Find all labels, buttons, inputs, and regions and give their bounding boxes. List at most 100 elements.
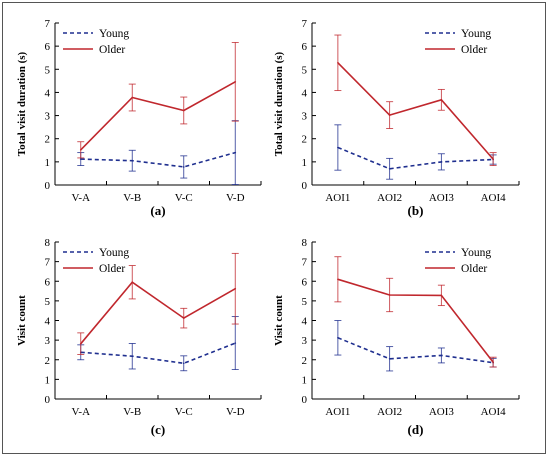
legend-label-older: Older	[461, 263, 487, 275]
data-point	[337, 336, 339, 339]
y-tick-label: 7	[45, 257, 51, 269]
y-axis-label: Visit count	[16, 295, 28, 346]
y-tick-label: 0	[45, 180, 51, 192]
data-point	[131, 281, 134, 284]
chart-panel-4: 0 1 2 3 4 5 6 7 8 AOI1 AOI2 AOI3 AOI4 Visit count (d) Y…	[273, 237, 520, 437]
data-point	[234, 342, 237, 344]
data-point	[440, 161, 443, 163]
y-axis-label: Visit count	[273, 295, 285, 346]
data-point	[440, 99, 443, 101]
x-tick-label: V-C	[175, 406, 193, 418]
y-tick-label: 6	[302, 276, 308, 288]
y-tick-label: 8	[302, 237, 308, 249]
y-tick-label: 1	[302, 374, 308, 386]
series-line-young	[80, 342, 236, 365]
chart-panel-1: 0 1 2 3 4 5 6 7 V-A V-B V-C V-D Total visit duration…	[16, 18, 262, 218]
legend-label-young: Young	[99, 247, 129, 259]
y-tick-label: 5	[302, 64, 308, 76]
series-line-older	[80, 281, 236, 345]
x-tick-label: AOI4	[481, 192, 507, 204]
y-tick-label: 0	[302, 180, 308, 192]
y-tick-label: 0	[302, 394, 308, 406]
legend-label-older: Older	[99, 44, 125, 56]
data-point	[388, 294, 391, 296]
data-point	[337, 278, 339, 281]
legend-label-young: Young	[461, 247, 491, 259]
y-tick-label: 4	[45, 87, 51, 99]
data-point	[131, 159, 134, 162]
y-tick-label: 3	[45, 111, 51, 123]
data-point	[79, 149, 82, 151]
data-point	[182, 317, 185, 319]
y-tick-label: 2	[302, 134, 308, 146]
y-tick-label: 4	[302, 87, 308, 99]
series-line-older	[337, 278, 494, 363]
data-point	[440, 294, 443, 297]
data-point	[79, 158, 82, 160]
data-point	[234, 287, 237, 290]
legend-label-young: Young	[99, 28, 129, 40]
x-tick-label: AOI3	[429, 192, 455, 204]
y-tick-label: 4	[45, 316, 51, 328]
y-tick-label: 7	[302, 257, 308, 269]
y-tick-label: 3	[302, 111, 308, 123]
x-tick-label: V-A	[71, 406, 90, 418]
x-tick-label: V-A	[71, 192, 90, 204]
y-tick-label: 8	[45, 237, 51, 249]
y-tick-label: 0	[45, 394, 51, 406]
y-tick-label: 2	[302, 355, 308, 367]
y-axis-label: Total visit duration (s)	[273, 51, 285, 156]
y-tick-label: 5	[45, 64, 51, 76]
x-tick-label: AOI1	[325, 406, 350, 418]
data-point	[79, 342, 82, 345]
x-tick-label: V-B	[123, 406, 141, 418]
chart-panel-3: 0 1 2 3 4 5 6 7 8 V-A V-B V-C V-D Visit count (c) Young…	[16, 237, 262, 437]
data-point	[234, 80, 237, 83]
panel-label: (b)	[408, 203, 424, 218]
data-point	[388, 168, 391, 170]
x-tick-label: V-B	[123, 192, 141, 204]
y-axis-label: Total visit duration (s)	[16, 51, 28, 156]
x-tick-label: AOI2	[377, 192, 402, 204]
x-tick-label: AOI1	[325, 192, 350, 204]
series-line-young	[337, 146, 494, 170]
data-point	[182, 109, 185, 112]
x-tick-label: AOI3	[429, 406, 455, 418]
series-line-older	[337, 62, 494, 160]
data-point	[440, 354, 443, 357]
x-tick-label: V-D	[226, 192, 245, 204]
data-point	[337, 62, 339, 64]
y-tick-label: 3	[302, 335, 308, 347]
figure-svg: 0 1 2 3 4 5 6 7 V-A V-B V-C V-D Total visit duration…	[16, 18, 520, 437]
data-point	[388, 114, 391, 116]
legend-label-older: Older	[461, 44, 487, 56]
y-tick-label: 1	[45, 157, 51, 169]
figure: 0 1 2 3 4 5 6 7 V-A V-B V-C V-D Total visit duration…	[2, 2, 546, 454]
x-tick-label: AOI2	[377, 406, 402, 418]
data-point	[131, 96, 134, 99]
series-line-young	[80, 151, 236, 168]
panel-label: (d)	[408, 422, 424, 437]
x-tick-label: V-C	[175, 192, 193, 204]
y-tick-label: 2	[45, 134, 51, 146]
data-point	[182, 166, 185, 168]
series-line-older	[80, 81, 236, 151]
legend-label-older: Older	[99, 263, 125, 275]
panel-label: (c)	[151, 422, 165, 437]
y-tick-label: 2	[45, 355, 51, 367]
y-tick-label: 5	[45, 296, 51, 308]
data-point	[388, 357, 391, 360]
y-tick-label: 3	[45, 335, 51, 347]
panel-label: (a)	[150, 203, 165, 218]
legend-label-young: Young	[461, 28, 491, 40]
y-tick-label: 6	[45, 276, 51, 288]
chart-panel-2: 0 1 2 3 4 5 6 7 AOI1 AOI2 AOI3 AOI4 Total visit dura…	[273, 18, 520, 218]
y-tick-label: 7	[302, 18, 308, 30]
series-line-young	[337, 337, 494, 364]
data-point	[131, 355, 134, 358]
y-tick-label: 5	[302, 296, 308, 308]
y-tick-label: 6	[45, 41, 51, 53]
y-tick-label: 4	[302, 316, 308, 328]
data-point	[492, 158, 494, 160]
data-point	[492, 361, 494, 363]
